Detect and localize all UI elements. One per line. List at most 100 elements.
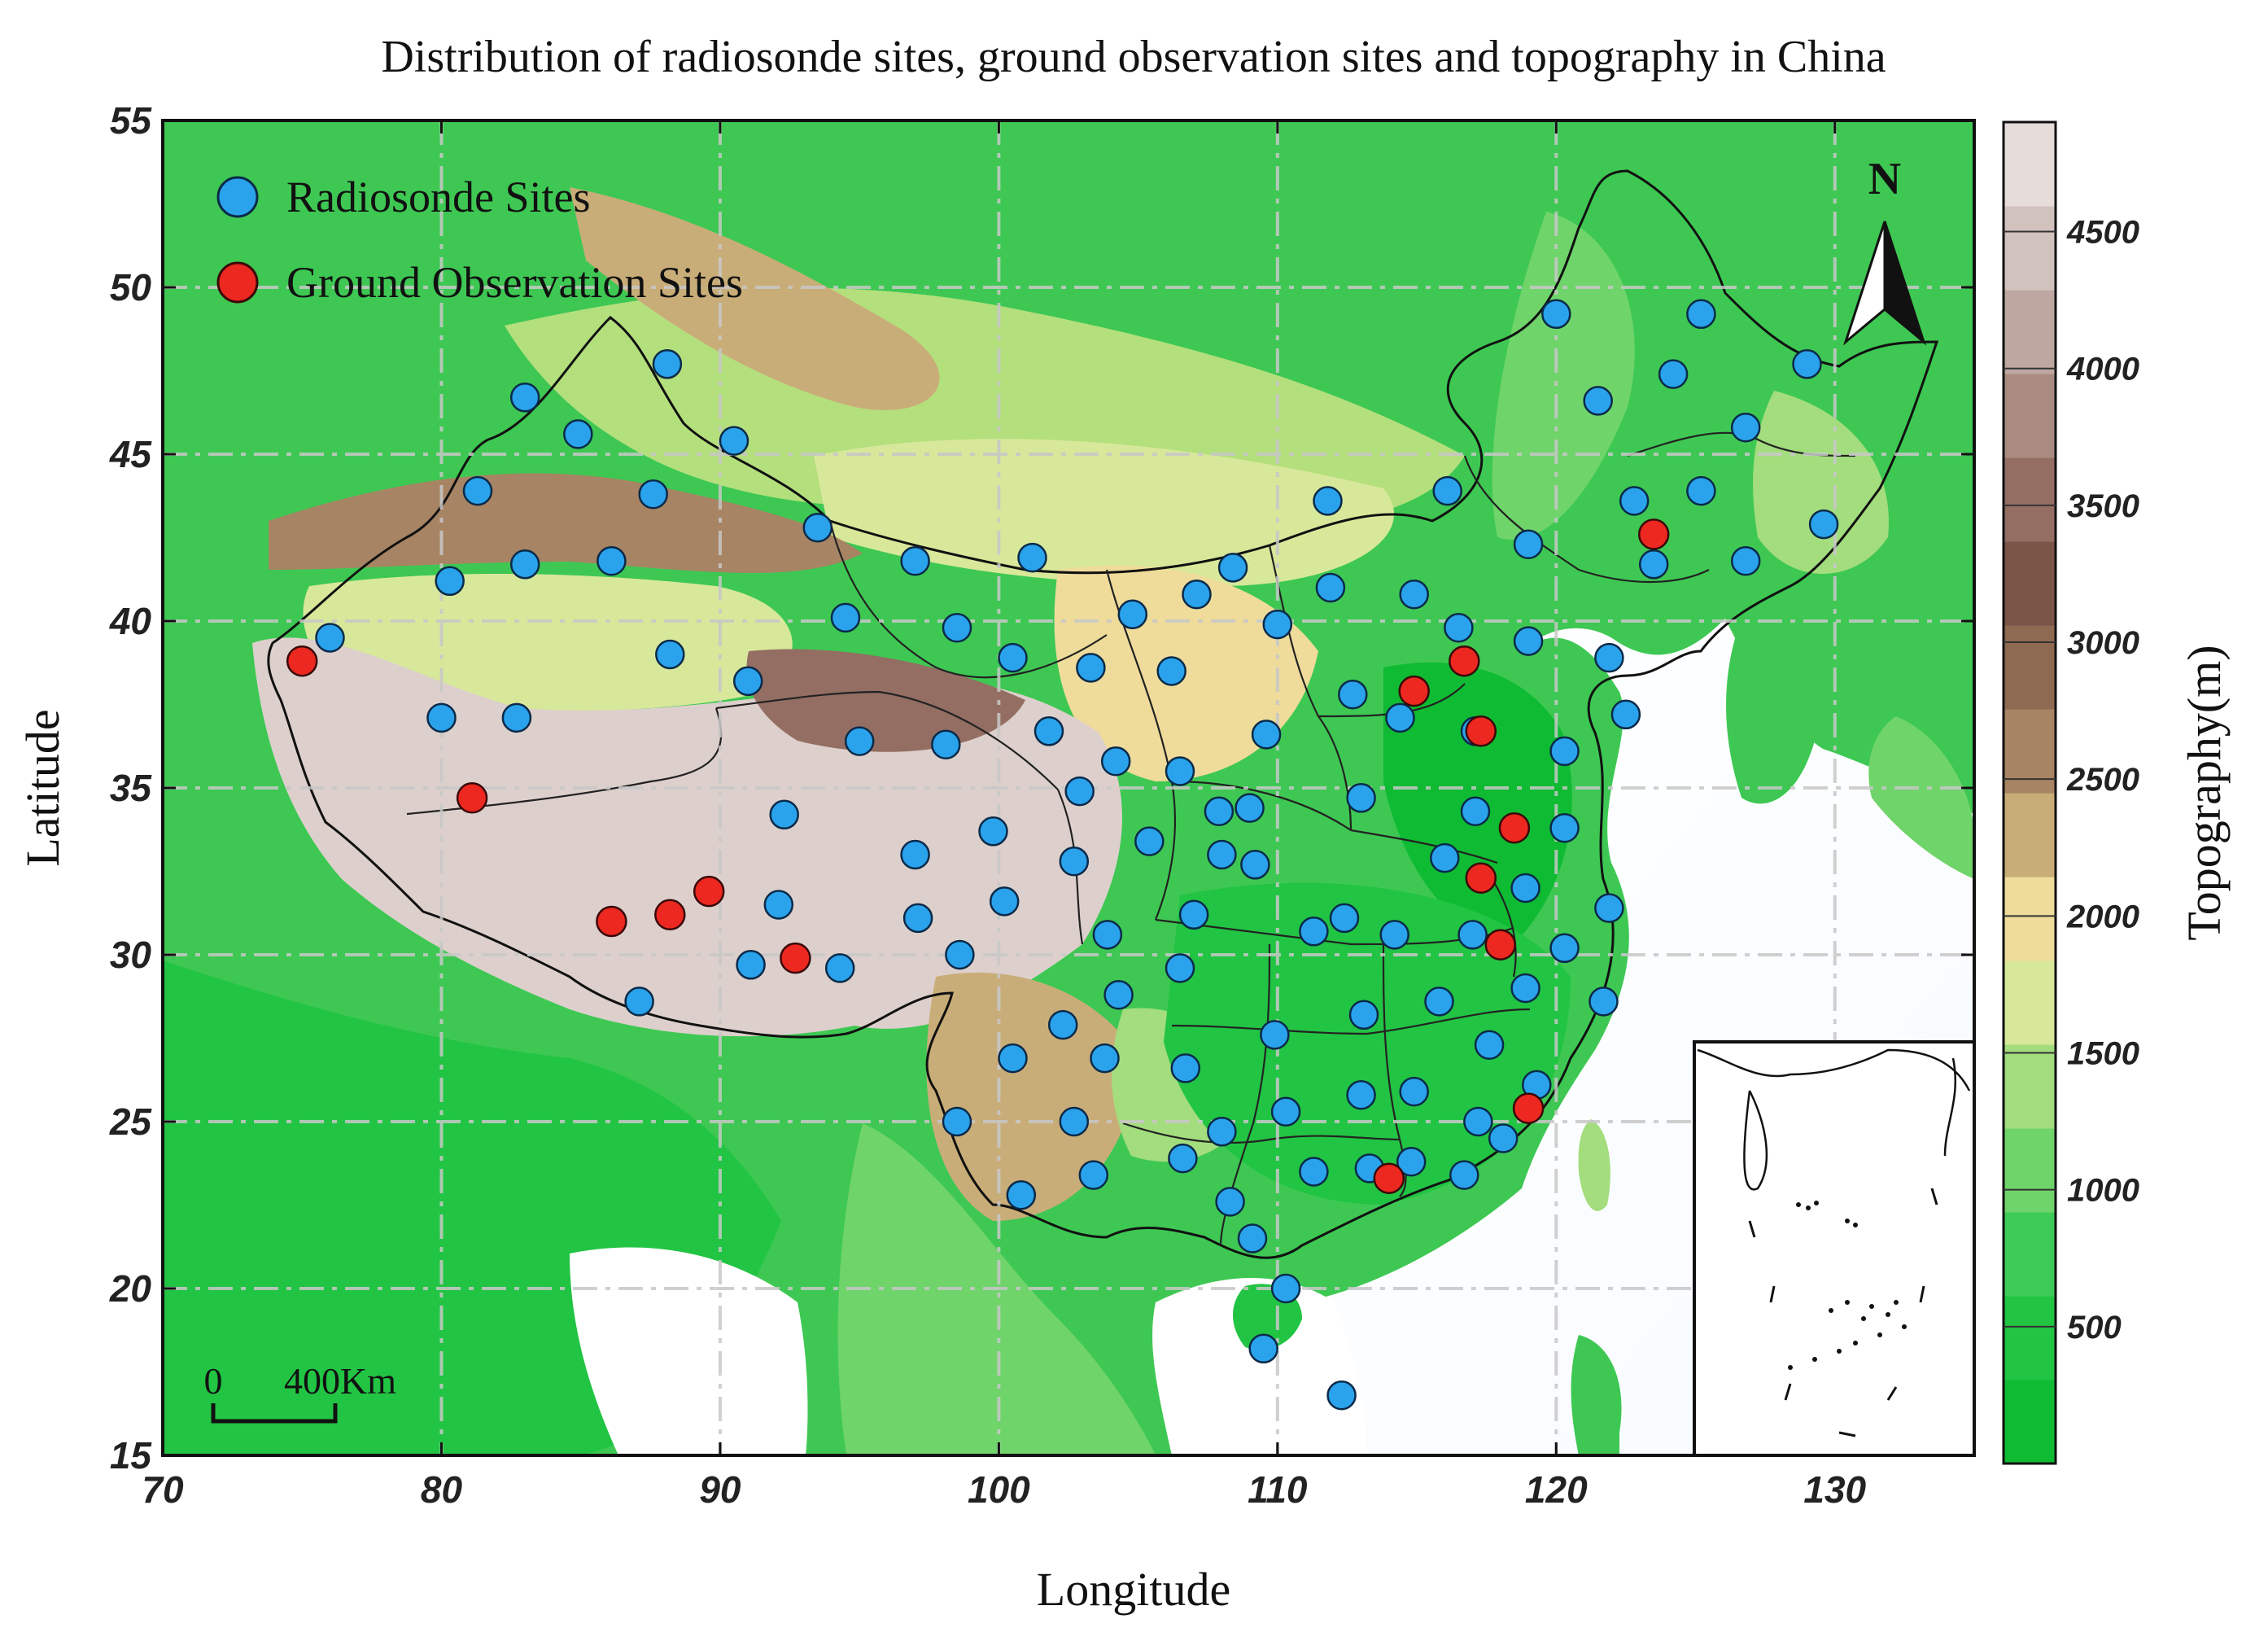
inset-frame bbox=[1693, 1040, 1976, 1457]
radiosonde-site-marker bbox=[1549, 933, 1580, 964]
y-tick-label: 40 bbox=[109, 600, 152, 642]
inset-nine-dash bbox=[1748, 1188, 1938, 1437]
terrain-gobi bbox=[814, 439, 1395, 586]
x-tick-label: 100 bbox=[968, 1468, 1030, 1511]
radiosonde-site-marker bbox=[1338, 679, 1368, 710]
radiosonde-site-marker bbox=[824, 953, 855, 983]
legend-radiosonde-marker bbox=[216, 176, 259, 218]
radiosonde-site-marker bbox=[435, 566, 465, 597]
radiosonde-site-marker bbox=[1549, 736, 1580, 767]
radiosonde-site-marker bbox=[1658, 359, 1689, 389]
radiosonde-site-marker bbox=[1463, 1106, 1493, 1137]
radiosonde-site-marker bbox=[1513, 529, 1544, 559]
radiosonde-site-marker bbox=[1513, 626, 1544, 656]
inset-south-china-sea bbox=[1693, 1040, 1976, 1457]
ground-site-marker bbox=[1398, 675, 1430, 707]
radiosonde-site-marker bbox=[1078, 1160, 1109, 1190]
radiosonde-site-marker bbox=[315, 623, 345, 653]
radiosonde-site-marker bbox=[1168, 1143, 1198, 1174]
radiosonde-site-marker bbox=[624, 987, 654, 1017]
colorbar-swatch bbox=[2004, 960, 2056, 1045]
radiosonde-site-marker bbox=[769, 799, 799, 830]
radiosonde-site-marker bbox=[719, 426, 749, 456]
radiosonde-site-marker bbox=[1329, 903, 1360, 934]
y-tick-label: 20 bbox=[109, 1267, 152, 1310]
legend-ground-label: Ground Observation Sites bbox=[286, 258, 743, 307]
radiosonde-site-marker bbox=[900, 545, 930, 576]
radiosonde-site-marker bbox=[1510, 973, 1540, 1004]
radiosonde-site-marker bbox=[1594, 642, 1624, 673]
y-tick-label: 50 bbox=[110, 266, 152, 308]
colorbar-swatch bbox=[2004, 625, 2056, 710]
colorbar-swatch bbox=[2004, 1044, 2056, 1129]
radiosonde-site-marker bbox=[1430, 842, 1460, 873]
radiosonde-site-marker bbox=[1399, 1076, 1429, 1107]
land-taiwan bbox=[1578, 1119, 1610, 1211]
radiosonde-site-marker bbox=[1444, 612, 1474, 643]
figure-title: Distribution of radiosonde sites, ground… bbox=[381, 32, 1886, 82]
radiosonde-site-marker bbox=[1457, 920, 1488, 950]
legend-ground-marker bbox=[216, 261, 259, 304]
x-tick-labels: 70 80 90 100 110 120 130 bbox=[142, 1468, 1866, 1511]
terrain-yunnan bbox=[926, 972, 1139, 1221]
land-korea bbox=[1726, 619, 1815, 804]
radiosonde-site-marker bbox=[1549, 812, 1580, 843]
radiosonde-site-marker bbox=[1686, 299, 1716, 330]
radiosonde-site-marker bbox=[1240, 850, 1270, 880]
radiosonde-site-marker bbox=[1006, 1179, 1037, 1210]
radiosonde-site-marker bbox=[1474, 1030, 1505, 1060]
radiosonde-site-marker bbox=[1346, 783, 1376, 813]
y-tick-label: 25 bbox=[109, 1100, 153, 1143]
radiosonde-site-marker bbox=[1235, 793, 1265, 823]
radiosonde-site-marker bbox=[732, 666, 763, 697]
radiosonde-site-marker bbox=[1207, 1117, 1237, 1147]
radiosonde-site-marker bbox=[501, 702, 532, 733]
north-label: N bbox=[1868, 154, 1901, 204]
colorbar-tick-label: 3000 bbox=[2067, 625, 2139, 661]
map-area bbox=[163, 120, 1974, 1455]
radiosonde-site-marker bbox=[978, 816, 1008, 847]
colorbar-tick-label: 4500 bbox=[2066, 215, 2139, 251]
radiosonde-site-marker bbox=[1730, 545, 1761, 576]
radiosonde-site-marker bbox=[1017, 542, 1047, 573]
radiosonde-site-marker bbox=[1178, 899, 1209, 930]
scale-bar-line bbox=[211, 1403, 338, 1424]
radiosonde-site-marker bbox=[1170, 1053, 1201, 1083]
radiosonde-site-marker bbox=[1432, 475, 1462, 506]
ground-site-marker bbox=[1637, 518, 1670, 550]
y-tick-label: 35 bbox=[110, 767, 153, 809]
terrain-changbai bbox=[1753, 391, 1889, 574]
ground-site-marker bbox=[596, 905, 627, 938]
ground-site-marker bbox=[1449, 645, 1480, 677]
colorbar-swatch bbox=[2004, 1128, 2056, 1213]
radiosonde-site-marker bbox=[1059, 846, 1090, 877]
colorbar-swatch bbox=[2004, 206, 2056, 291]
x-tick-label: 120 bbox=[1525, 1468, 1588, 1511]
radiosonde-site-marker bbox=[1299, 1157, 1329, 1187]
ground-site-marker bbox=[1465, 862, 1497, 894]
radiosonde-site-marker bbox=[1092, 920, 1123, 950]
colorbar-swatch bbox=[2004, 290, 2056, 374]
radiosonde-site-marker bbox=[1449, 1160, 1479, 1190]
land-japan bbox=[1868, 716, 1974, 879]
legend: Radiosonde Sites Ground Observation Site… bbox=[216, 173, 743, 307]
radiosonde-site-marker bbox=[1510, 873, 1540, 904]
x-tick-label: 130 bbox=[1803, 1468, 1866, 1511]
colorbar-tick-label: 2500 bbox=[2066, 762, 2139, 798]
colorbar-swatch bbox=[2004, 374, 2056, 458]
colorbar-swatch bbox=[2004, 793, 2056, 877]
colorbar-ticks: 500 1000 1500 2000 2500 3000 3500 4000 4500 bbox=[2004, 215, 2139, 1345]
scale-label: 400Km bbox=[284, 1360, 396, 1402]
ground-sites bbox=[286, 518, 1670, 1194]
radiosonde-site-marker bbox=[942, 612, 972, 643]
radiosonde-site-marker bbox=[989, 886, 1020, 917]
colorbar-swatch bbox=[2004, 1212, 2056, 1297]
radiosonde-site-marker bbox=[1134, 826, 1165, 856]
radiosonde-site-marker bbox=[1385, 702, 1415, 733]
radiosonde-site-marker bbox=[1059, 1106, 1090, 1137]
radiosonde-site-marker bbox=[1396, 1146, 1427, 1177]
radiosonde-site-marker bbox=[1792, 349, 1822, 379]
radiosonde-site-marker bbox=[736, 950, 766, 980]
radiosonde-site-marker bbox=[1299, 917, 1329, 947]
